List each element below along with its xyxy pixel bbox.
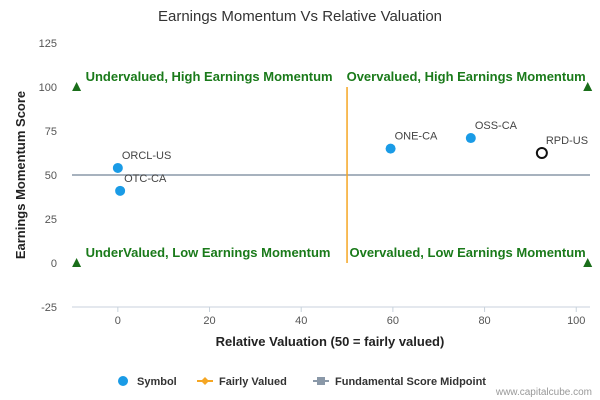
data-point: [465, 133, 476, 144]
data-point: [115, 185, 126, 196]
x-tick-label: 0: [115, 315, 121, 327]
legend-fairly-valued-marker: [201, 377, 209, 385]
legend-midpoint-label: Fundamental Score Midpoint: [335, 376, 486, 388]
legend-midpoint-marker: [317, 377, 325, 385]
quadrant-label: Undervalued, High Earnings Momentum: [86, 69, 333, 84]
legend-symbol-label: Symbol: [137, 376, 177, 388]
data-point-label: OSS-CA: [475, 120, 518, 132]
quadrant-label: UnderValued, Low Earnings Momentum: [86, 245, 331, 260]
y-axis-label: Earnings Momentum Score: [13, 91, 28, 259]
y-tick-label: 25: [45, 214, 57, 226]
data-point-highlighted: [535, 147, 548, 159]
y-tick-label: 50: [45, 170, 57, 182]
data-point-label: OTC-CA: [124, 173, 167, 185]
y-tick-label: -25: [41, 302, 57, 314]
data-point: [385, 143, 396, 154]
data-point-label: ONE-CA: [395, 131, 438, 143]
x-tick-label: 100: [567, 315, 585, 327]
quadrant-corner-marker: [72, 258, 82, 267]
x-tick-label: 80: [478, 315, 490, 327]
quadrant-label: Overvalued, High Earnings Momentum: [347, 69, 586, 84]
y-tick-label: 75: [45, 126, 57, 138]
y-tick-label: 100: [39, 82, 57, 94]
x-tick-label: 20: [203, 315, 215, 327]
legend-fairly-valued-label: Fairly Valued: [219, 376, 287, 388]
chart-title: Earnings Momentum Vs Relative Valuation: [158, 8, 442, 25]
y-tick-label: 0: [51, 258, 57, 270]
data-point: [112, 162, 123, 173]
x-tick-label: 60: [387, 315, 399, 327]
data-point-label: RPD-US: [546, 135, 588, 147]
quadrant-corner-marker: [72, 82, 82, 91]
credit-text: www.capitalcube.com: [495, 387, 592, 398]
plot-area: 0 20 40 60 80 100 -25 0 25 50 75 100 125 Undervalued,…: [39, 38, 593, 327]
quadrant-corner-marker: [583, 258, 593, 267]
legend-symbol-marker: [118, 376, 128, 386]
quadrant-corner-marker: [583, 82, 593, 91]
y-tick-label: 125: [39, 38, 57, 50]
quadrant-label: Overvalued, Low Earnings Momentum: [349, 245, 585, 260]
x-tick-label: 40: [295, 315, 307, 327]
legend: Symbol Fairly Valued Fundamental Score Mid…: [118, 376, 486, 388]
x-axis-label: Relative Valuation (50 = fairly valued): [216, 334, 445, 349]
data-point-label: ORCL-US: [122, 150, 172, 162]
